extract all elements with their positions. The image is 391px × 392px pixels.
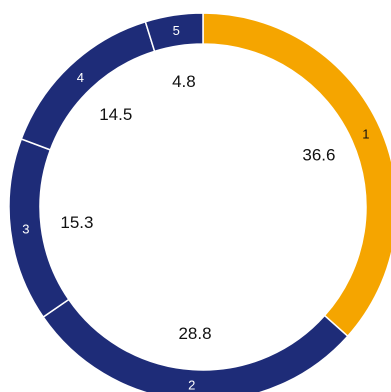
segment-label-3: 3: [22, 221, 29, 236]
segment-label-4: 4: [77, 70, 84, 85]
donut-segment-5: [144, 12, 204, 53]
value-label-1: 36.6: [302, 146, 335, 165]
value-labels: 36.6 28.8 15.3 14.5 4.8: [60, 72, 335, 343]
value-label-5: 4.8: [172, 72, 196, 91]
value-label-4: 14.5: [99, 105, 132, 124]
donut-segments: [8, 12, 391, 392]
value-label-2: 28.8: [178, 324, 211, 343]
donut-segment-2: [42, 298, 349, 392]
donut-segment-1: [202, 12, 391, 338]
segment-label-5: 5: [173, 23, 180, 38]
donut-segment-4: [20, 20, 156, 151]
segment-label-2: 2: [188, 378, 195, 392]
value-label-3: 15.3: [60, 213, 93, 232]
segment-labels: 1 2 3 4 5: [22, 23, 369, 392]
segment-label-1: 1: [362, 127, 369, 142]
